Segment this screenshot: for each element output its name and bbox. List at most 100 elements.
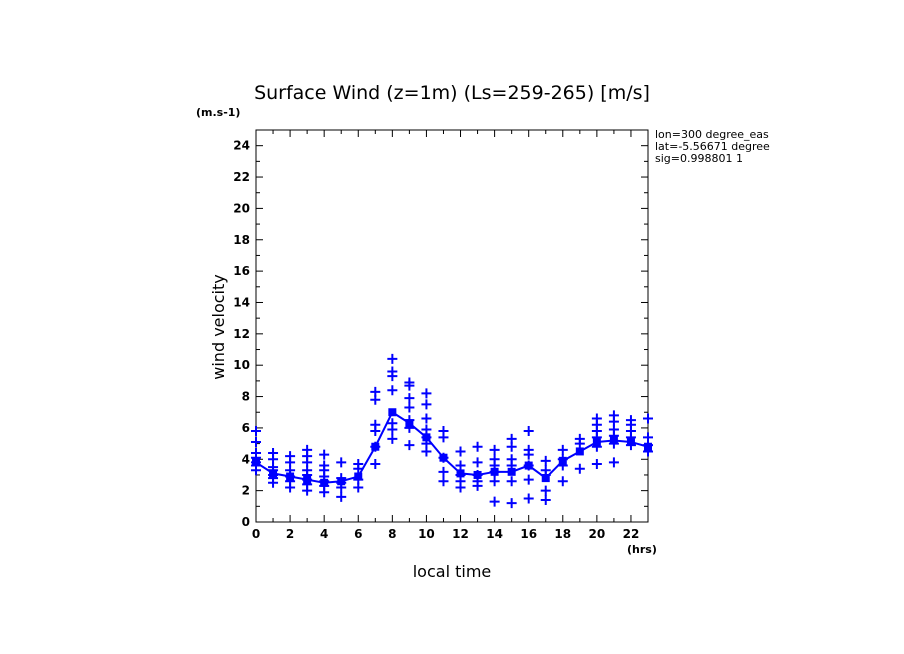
mean-wind-line	[255, 410, 649, 484]
sample-plus-marker	[421, 424, 432, 435]
mean-point	[388, 408, 397, 417]
sample-plus-marker	[438, 466, 449, 477]
sample-plus-marker	[643, 432, 653, 443]
sample-plus-marker	[387, 418, 398, 429]
y-axis-unit: (m.s-1)	[196, 106, 240, 119]
x-tick-label: 12	[452, 527, 469, 541]
sample-plus-marker	[489, 444, 500, 455]
sample-plus-marker	[387, 433, 398, 444]
info-line: lon=300 degree_eas	[655, 128, 769, 141]
sample-plus-marker	[489, 476, 500, 487]
sample-plus-marker	[421, 413, 432, 424]
y-tick-label: 4	[242, 452, 250, 466]
y-tick-label: 16	[233, 264, 250, 278]
sample-plus-marker	[319, 449, 330, 460]
y-tick-label: 22	[233, 170, 250, 184]
y-tick-label: 0	[242, 515, 250, 529]
sample-plus-marker	[591, 413, 602, 424]
sample-plus-marker	[643, 413, 653, 424]
y-tick-label: 2	[242, 484, 250, 498]
sample-plus-marker	[523, 474, 534, 485]
sample-plus-marker	[574, 433, 585, 444]
sample-plus-marker	[438, 452, 449, 463]
sample-plus-marker	[319, 460, 330, 471]
sample-plus-marker	[302, 444, 313, 455]
sample-plus-marker	[591, 458, 602, 469]
sample-plus-marker	[540, 455, 551, 466]
x-tick-label: 16	[520, 527, 537, 541]
y-tick-label: 6	[242, 421, 250, 435]
plot-frame	[255, 129, 649, 523]
sample-plus-marker	[251, 437, 261, 448]
x-tick-label: 4	[320, 527, 328, 541]
sample-plus-marker	[625, 415, 636, 426]
y-tick-label: 8	[242, 390, 250, 404]
sample-plus-marker	[404, 440, 415, 451]
sample-plus-marker	[506, 454, 517, 465]
info-line: sig=0.998801 1	[655, 152, 743, 165]
x-tick-label: 2	[286, 527, 294, 541]
sample-plus-marker	[353, 458, 364, 469]
sample-plus-marker	[574, 463, 585, 474]
sample-plus-marker	[285, 451, 296, 462]
x-tick-label: 8	[388, 527, 396, 541]
sample-plus-marker	[489, 454, 500, 465]
sample-plus-marker	[455, 460, 466, 471]
x-axis-unit: (hrs)	[627, 543, 657, 556]
y-tick-label: 12	[233, 327, 250, 341]
y-tick-label: 20	[233, 201, 250, 215]
sample-plus-marker	[251, 426, 261, 437]
sample-plus-marker	[591, 441, 602, 452]
sample-plus-marker	[540, 485, 551, 496]
sample-plus-marker	[540, 495, 551, 506]
sample-plus-marker	[438, 476, 449, 487]
sample-plus-marker	[336, 457, 347, 468]
sample-plus-marker	[557, 454, 568, 465]
sample-plus-marker	[455, 469, 466, 480]
sample-plus-marker	[506, 498, 517, 509]
y-axis-label: wind velocity	[209, 274, 228, 379]
chart-title: Surface Wind (z=1m) (Ls=259-265) [m/s]	[254, 82, 650, 104]
sample-plus-marker	[387, 366, 398, 377]
sample-plus-marker	[523, 460, 534, 471]
sample-plus-marker	[608, 410, 619, 421]
sample-plus-marker	[421, 388, 432, 399]
sample-plus-marker	[455, 446, 466, 457]
x-axis-label: local time	[413, 562, 492, 581]
sample-plus-marker	[336, 491, 347, 502]
sample-plus-marker	[370, 458, 381, 469]
sample-plus-marker	[404, 415, 415, 426]
sample-plus-marker	[251, 448, 261, 459]
sample-plus-marker	[438, 426, 449, 437]
sample-plus-marker	[370, 386, 381, 397]
sample-plus-marker	[421, 399, 432, 410]
info-line: lat=-5.56671 degree	[655, 140, 770, 153]
sample-plus-marker	[472, 441, 483, 452]
sample-plus-marker	[506, 476, 517, 487]
sample-plus-marker	[404, 402, 415, 413]
sample-plus-marker	[404, 393, 415, 404]
sample-plus-marker	[472, 457, 483, 468]
x-tick-label: 6	[354, 527, 362, 541]
x-tick-label: 10	[418, 527, 435, 541]
x-tick-label: 0	[252, 527, 260, 541]
sample-plus-marker	[387, 385, 398, 396]
sample-plus-marker	[540, 465, 551, 476]
sample-plus-marker	[557, 476, 568, 487]
sample-plus-marker	[336, 473, 347, 484]
mean-point	[575, 447, 584, 456]
y-tick-label: 10	[233, 358, 250, 372]
x-tick-label: 14	[486, 527, 503, 541]
sample-plus-marker	[608, 457, 619, 468]
mean-point	[507, 467, 516, 476]
x-tick-label: 18	[554, 527, 571, 541]
sample-plus-marker	[370, 419, 381, 430]
y-tick-label: 18	[233, 233, 250, 247]
x-tick-label: 20	[589, 527, 606, 541]
sample-plus-marker	[557, 444, 568, 455]
y-tick-label: 14	[233, 295, 250, 309]
sample-plus-marker	[523, 493, 534, 504]
